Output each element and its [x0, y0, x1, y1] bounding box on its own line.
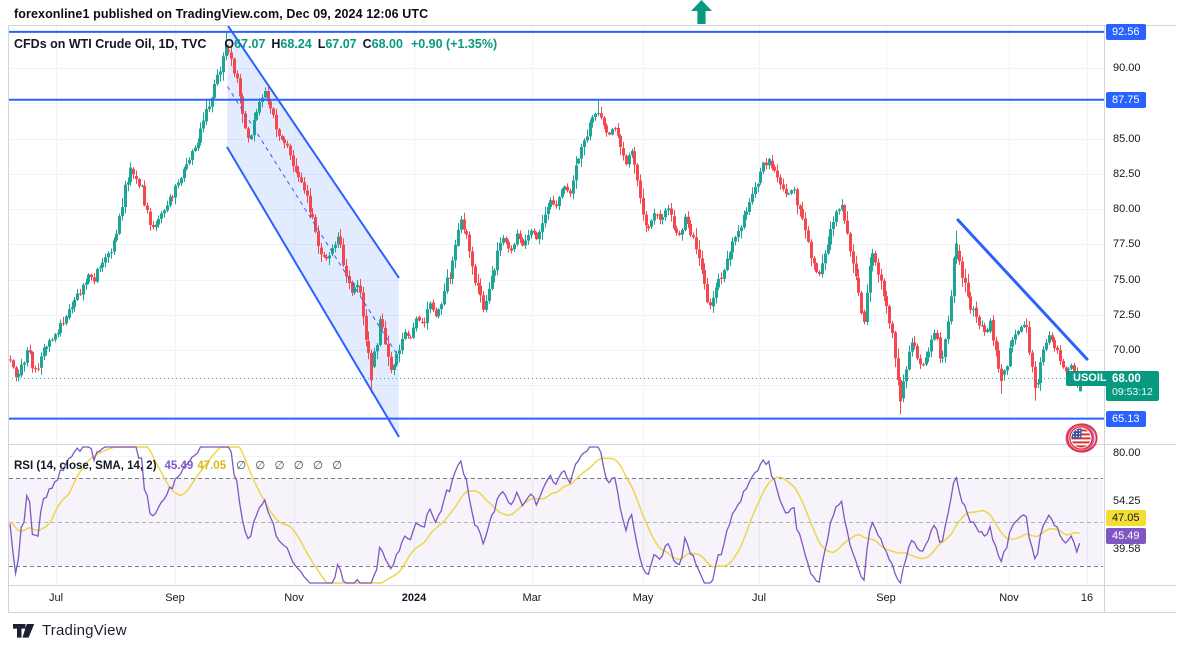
price-tick-label: 80.00 — [1113, 203, 1141, 215]
close-value: 68.00 — [371, 37, 403, 51]
symbol-badge: USOIL — [1066, 371, 1114, 386]
rsi-title: RSI (14, close, SMA, 14, 2) — [14, 460, 157, 472]
bar-countdown: 09:53:12 — [1112, 386, 1153, 398]
rsi-value: 45.49 — [164, 460, 194, 472]
time-tick-label: Nov — [999, 592, 1019, 604]
price-tick-label: 90.00 — [1113, 62, 1141, 74]
time-tick-label: 2024 — [401, 592, 427, 604]
high-label: H — [271, 37, 281, 51]
price-level-badge: 87.75 — [1106, 91, 1146, 108]
up-arrow-icon — [690, 0, 712, 24]
high-value: 68.24 — [280, 37, 312, 51]
tradingview-logo-icon — [13, 623, 35, 638]
rsi-tick-label: 80.00 — [1113, 447, 1141, 459]
rsi-tick-label: 39.58 — [1113, 543, 1141, 555]
rsi-value-badge: 47.05 — [1106, 510, 1146, 526]
last-price-value: 68.00 — [1112, 373, 1141, 385]
price-level-badge: 65.13 — [1106, 410, 1146, 427]
last-price-badge: 68.00 09:53:12 — [1106, 371, 1159, 401]
price-tick-label: 75.00 — [1113, 273, 1141, 286]
price-level-badge: 92.56 — [1106, 23, 1146, 40]
close-label: C — [362, 37, 372, 51]
rsi-ma-value: 47.05 — [197, 460, 227, 472]
time-tick-label: Sep — [876, 592, 896, 604]
published-header: forexonline1 published on TradingView.co… — [14, 7, 429, 21]
tradingview-attribution[interactable]: TradingView — [13, 622, 127, 639]
open-label: O — [224, 37, 235, 51]
price-tick-label: 72.50 — [1113, 308, 1141, 321]
time-tick-label: 16 — [1080, 592, 1094, 604]
time-tick-label: May — [632, 592, 654, 604]
time-tick-label: Nov — [284, 592, 304, 604]
price-tick-label: 82.50 — [1113, 167, 1141, 180]
time-tick-label: Sep — [165, 592, 185, 604]
open-value: 67.07 — [234, 37, 266, 51]
usoil-flag-icon — [1065, 423, 1098, 453]
rsi-tick-label: 54.25 — [1113, 495, 1141, 507]
rsi-hidden-values: ∅ ∅ ∅ ∅ ∅ ∅ — [236, 460, 343, 472]
price-tick-label: 85.00 — [1113, 132, 1141, 145]
time-tick-label: Jul — [751, 592, 767, 604]
rsi-legend[interactable]: RSI (14, close, SMA, 14, 2) 45.49 47.05 ∅ ∅… — [14, 458, 342, 472]
symbol-title: CFDs on WTI Crude Oil, 1D, TVC — [14, 37, 207, 51]
change-value: +0.90 (+1.35%) — [410, 37, 498, 51]
symbol-legend[interactable]: CFDs on WTI Crude Oil, 1D, TVC O67.07 H68.… — [14, 37, 497, 51]
time-tick-label: Mar — [522, 592, 542, 604]
price-tick-label: 70.00 — [1113, 344, 1141, 356]
time-tick-label: Jul — [48, 592, 64, 604]
low-value: 67.07 — [325, 37, 357, 51]
price-tick-label: 77.50 — [1113, 238, 1141, 251]
tradingview-brand-text: TradingView — [42, 622, 127, 639]
rsi-value-badge: 45.49 — [1106, 528, 1146, 544]
low-label: L — [317, 37, 326, 51]
